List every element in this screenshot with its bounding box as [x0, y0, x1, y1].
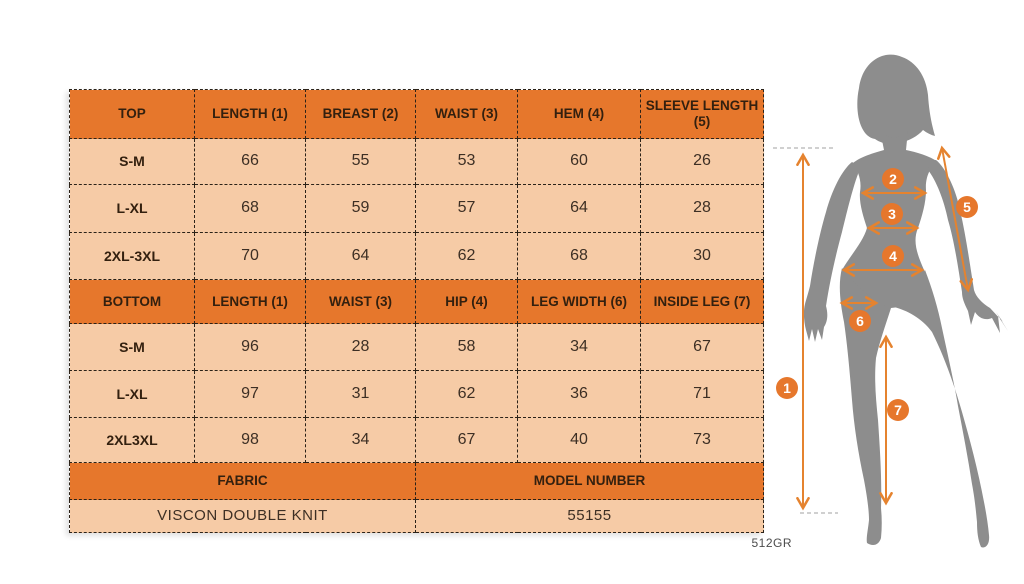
value-cell: 67: [640, 323, 764, 371]
value-cell: 98: [194, 417, 306, 463]
value-cell: 34: [517, 323, 641, 371]
svg-text:3: 3: [888, 206, 896, 222]
value-cell: 71: [640, 370, 764, 418]
column-header: LENGTH (1): [194, 89, 306, 139]
top-section-header: TOP: [69, 89, 195, 139]
value-cell: 70: [194, 232, 306, 280]
style-code: 512GR: [751, 536, 792, 550]
measurement-arrows: [796, 145, 974, 511]
sleeve-arrow-5: [936, 145, 974, 293]
fabric-value: VISCON DOUBLE KNIT: [69, 499, 416, 533]
column-header: WAIST (3): [305, 279, 416, 324]
bottom-section-header: BOTTOM: [69, 279, 195, 324]
svg-text:4: 4: [889, 248, 897, 264]
table-row: BOTTOM LENGTH (1) WAIST (3) HIP (4) LEG …: [69, 279, 764, 324]
value-cell: 60: [517, 138, 641, 185]
svg-text:5: 5: [963, 199, 971, 215]
value-cell: 62: [415, 232, 518, 280]
measurement-markers: 1 2 3 4 5 6 7: [776, 168, 978, 421]
table-row: S-M 96 28 58 34 67: [69, 323, 764, 371]
value-cell: 34: [305, 417, 416, 463]
marker-circle-7: 7: [887, 399, 909, 421]
value-cell: 57: [415, 184, 518, 233]
marker-circle-4: 4: [882, 245, 904, 267]
fabric-header: FABRIC: [69, 462, 416, 500]
value-cell: 26: [640, 138, 764, 185]
svg-text:6: 6: [856, 313, 864, 329]
value-cell: 40: [517, 417, 641, 463]
model-number-header: MODEL NUMBER: [415, 462, 764, 500]
table-row: S-M 66 55 53 60 26: [69, 138, 764, 185]
value-cell: 28: [640, 184, 764, 233]
measurement-figure: 1 2 3 4 5 6 7: [773, 54, 1008, 548]
value-cell: 64: [517, 184, 641, 233]
woman-silhouette-graphic: [803, 54, 1008, 548]
table-row: FABRIC MODEL NUMBER: [69, 462, 764, 500]
table-row: 2XL3XL 98 34 67 40 73: [69, 417, 764, 463]
table-row: VISCON DOUBLE KNIT 55155: [69, 499, 764, 533]
table-row: L-XL 68 59 57 64 28: [69, 184, 764, 233]
model-number-value: 55155: [415, 499, 764, 533]
value-cell: 67: [415, 417, 518, 463]
value-cell: 30: [640, 232, 764, 280]
svg-text:7: 7: [894, 402, 902, 418]
value-cell: 68: [194, 184, 306, 233]
value-cell: 31: [305, 370, 416, 418]
value-cell: 68: [517, 232, 641, 280]
value-cell: 53: [415, 138, 518, 185]
value-cell: 58: [415, 323, 518, 371]
table-row: 2XL-3XL 70 64 62 68 30: [69, 232, 764, 280]
value-cell: 97: [194, 370, 306, 418]
marker-circle-1: 1: [776, 377, 798, 399]
marker-circle-5: 5: [956, 196, 978, 218]
column-header: WAIST (3): [415, 89, 518, 139]
value-cell: 66: [194, 138, 306, 185]
table-row: TOP LENGTH (1) BREAST (2) WAIST (3) HEM …: [69, 89, 764, 139]
svg-text:2: 2: [889, 171, 897, 187]
size-table: TOP LENGTH (1) BREAST (2) WAIST (3) HEM …: [69, 89, 764, 533]
size-label: 2XL-3XL: [69, 232, 195, 280]
column-header: INSIDE LEG (7): [640, 279, 764, 324]
marker-circle-2: 2: [882, 168, 904, 190]
value-cell: 28: [305, 323, 416, 371]
size-label: S-M: [69, 138, 195, 185]
value-cell: 62: [415, 370, 518, 418]
column-header: SLEEVE LENGTH (5): [640, 89, 764, 139]
size-label: L-XL: [69, 184, 195, 233]
marker-circle-6: 6: [849, 310, 871, 332]
column-header: HIP (4): [415, 279, 518, 324]
size-label: L-XL: [69, 370, 195, 418]
column-header: LENGTH (1): [194, 279, 306, 324]
marker-circle-3: 3: [881, 203, 903, 225]
value-cell: 36: [517, 370, 641, 418]
value-cell: 73: [640, 417, 764, 463]
size-label: S-M: [69, 323, 195, 371]
value-cell: 55: [305, 138, 416, 185]
value-cell: 96: [194, 323, 306, 371]
svg-text:1: 1: [783, 380, 791, 396]
column-header: LEG WIDTH (6): [517, 279, 641, 324]
column-header: HEM (4): [517, 89, 641, 139]
size-label: 2XL3XL: [69, 417, 195, 463]
value-cell: 64: [305, 232, 416, 280]
value-cell: 59: [305, 184, 416, 233]
column-header: BREAST (2): [305, 89, 416, 139]
table-row: L-XL 97 31 62 36 71: [69, 370, 764, 418]
